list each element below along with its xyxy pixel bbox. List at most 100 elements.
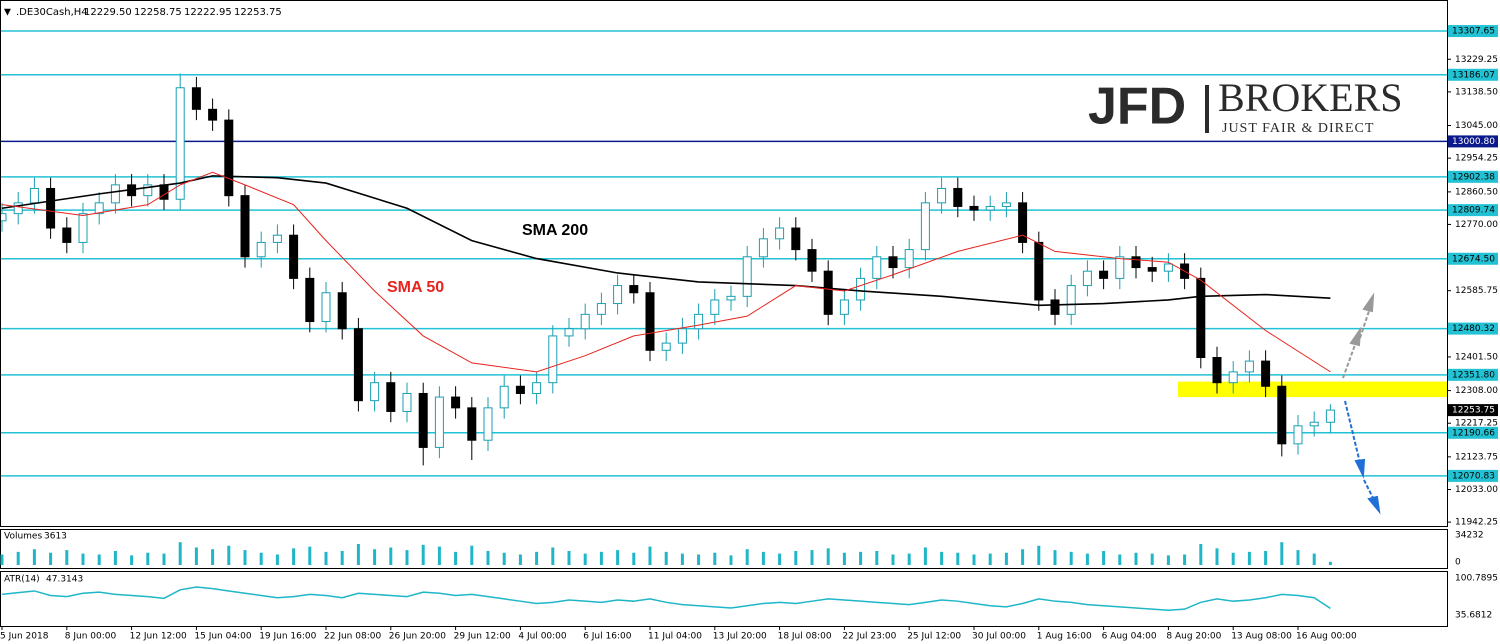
volume-bar <box>49 552 53 565</box>
volume-bar <box>178 542 182 565</box>
volume-bar <box>1118 554 1122 565</box>
volume-bar <box>599 551 603 565</box>
volume-bar <box>567 550 571 565</box>
volume-bar <box>16 551 20 565</box>
menu-triangle[interactable]: ▼ <box>4 8 11 18</box>
level-label: 12351.80 <box>1452 370 1495 380</box>
volume-bar <box>1247 551 1251 565</box>
ohlc-low: 12222.95 <box>184 7 232 18</box>
candle-body <box>29 187 39 204</box>
ohlc-high: 12258.75 <box>134 7 182 18</box>
candle-body <box>1244 360 1254 373</box>
sma-line <box>1 171 1331 373</box>
level-label-box <box>1448 68 1498 81</box>
candle-body <box>645 292 655 351</box>
y-tick-label: 12770.00 <box>1455 220 1498 230</box>
y-tick-label: 12308.00 <box>1455 386 1498 396</box>
volume-bar <box>907 553 911 565</box>
symbol: .DE30Cash,H4 <box>16 7 88 18</box>
level-label-box <box>1448 469 1498 482</box>
x-tick-label: 29 Jun 12:00 <box>454 632 511 642</box>
candle-body <box>1050 299 1060 315</box>
candle-body <box>775 227 785 240</box>
volume-pane-frame <box>0 529 1448 569</box>
volume-bar <box>956 552 960 565</box>
arrow-segment <box>1363 479 1375 501</box>
volume-bar <box>891 554 895 565</box>
volume-last: 3613 <box>44 532 67 542</box>
volume-bar <box>729 555 733 565</box>
candle-body <box>694 313 704 330</box>
x-tick-label: 15 Jun 04:00 <box>194 632 251 642</box>
candle-body <box>1018 202 1028 243</box>
candle-body <box>1163 263 1173 272</box>
candle-body <box>1277 385 1287 445</box>
y-tick-label: 12954.25 <box>1455 154 1498 164</box>
volume-bar <box>859 551 863 565</box>
volume-name: Volumes <box>4 532 42 542</box>
candle-body <box>856 277 866 301</box>
candle-body <box>353 328 363 402</box>
y-tick-label: 12401.50 <box>1455 352 1498 362</box>
volume-bar <box>1312 553 1316 565</box>
volume-bar <box>1085 553 1089 565</box>
candle-body <box>240 195 250 258</box>
candle-body <box>742 256 752 297</box>
candle-body <box>920 202 930 251</box>
candle-body <box>596 303 606 315</box>
candle-body <box>1066 285 1076 315</box>
y-tick-label: 13138.50 <box>1455 87 1498 97</box>
x-tick-label: 19 Jun 16:00 <box>259 632 316 642</box>
x-tick-label: 16 Aug 00:00 <box>1296 632 1357 642</box>
x-tick-label: 5 Jun 2018 <box>0 632 49 642</box>
volume-bar <box>373 549 377 565</box>
volume-bar <box>1199 543 1203 565</box>
volume-bar <box>227 545 231 565</box>
candle-body <box>904 249 914 269</box>
y-tick-label: 12123.75 <box>1455 452 1498 462</box>
x-tick-label: 13 Jul 20:00 <box>713 632 767 642</box>
arrow-down-scenario <box>1344 400 1381 515</box>
atr-name: ATR(14) <box>4 575 40 585</box>
arrow-up-scenario <box>1342 292 1375 379</box>
candle-body <box>467 407 477 441</box>
x-tick-label: 13 Aug 08:00 <box>1231 632 1292 642</box>
volume-bar <box>745 549 749 565</box>
candle-body <box>78 213 88 243</box>
level-label: 12809.74 <box>1452 206 1495 216</box>
volume-bar <box>0 554 4 565</box>
volume-bar <box>97 554 101 565</box>
candle-body <box>175 87 185 200</box>
volume-bar <box>65 550 69 565</box>
volume-bar <box>1296 550 1300 565</box>
volume-bar <box>923 547 927 565</box>
volume-bar <box>988 553 992 565</box>
logo: JFD BROKERS JUST FAIR & DIRECT <box>1088 75 1403 136</box>
volume-bar <box>1053 550 1057 565</box>
volume-bar <box>842 552 846 565</box>
level-label-box <box>1448 368 1498 381</box>
volume-bar <box>778 553 782 565</box>
candle-body <box>143 184 153 197</box>
candle-body <box>1196 277 1206 359</box>
candle-body <box>1131 256 1141 269</box>
candle-body <box>94 202 104 215</box>
volume-bar <box>470 545 474 565</box>
y-tick-label: 12033.00 <box>1455 485 1498 495</box>
volume-bar <box>308 546 312 565</box>
candle-body <box>613 285 623 305</box>
level-label: 12190.66 <box>1452 428 1495 438</box>
arrow-segment <box>1359 307 1371 339</box>
volume-bar <box>340 550 344 565</box>
support-zone <box>1178 381 1447 398</box>
candle-body <box>256 241 266 258</box>
volume-bar <box>292 548 296 565</box>
level-label-box <box>1448 204 1498 217</box>
volume-bar <box>1215 548 1219 565</box>
sma-label: SMA 50 <box>387 279 444 296</box>
x-tick-label: 11 Jul 04:00 <box>648 632 702 642</box>
candle-body <box>499 385 509 409</box>
volume-bar <box>697 554 701 565</box>
candle-body <box>872 256 882 279</box>
volume-bar <box>211 549 215 565</box>
